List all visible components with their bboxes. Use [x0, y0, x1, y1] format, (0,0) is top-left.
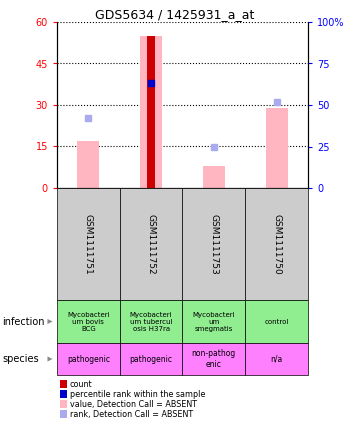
- Text: GSM1111750: GSM1111750: [272, 214, 281, 275]
- Text: value, Detection Call = ABSENT: value, Detection Call = ABSENT: [70, 399, 197, 409]
- Text: rank, Detection Call = ABSENT: rank, Detection Call = ABSENT: [70, 409, 193, 418]
- Bar: [77, 141, 99, 188]
- Text: count: count: [70, 379, 93, 388]
- Text: control: control: [265, 319, 289, 324]
- Text: GDS5634 / 1425931_a_at: GDS5634 / 1425931_a_at: [95, 8, 255, 21]
- Text: GSM1111752: GSM1111752: [147, 214, 156, 274]
- Text: non-pathog
enic: non-pathog enic: [192, 349, 236, 369]
- Bar: [266, 108, 288, 188]
- Text: pathogenic: pathogenic: [130, 354, 173, 363]
- Bar: [140, 36, 162, 188]
- Text: Mycobacteri
um bovis
BCG: Mycobacteri um bovis BCG: [67, 311, 110, 332]
- Text: infection: infection: [2, 316, 44, 327]
- Text: GSM1111753: GSM1111753: [209, 214, 218, 275]
- Text: species: species: [2, 354, 38, 364]
- Bar: [147, 36, 155, 188]
- Text: Mycobacteri
um tubercul
osis H37ra: Mycobacteri um tubercul osis H37ra: [130, 311, 173, 332]
- Bar: [203, 166, 225, 188]
- Text: Mycobacteri
um
smegmatis: Mycobacteri um smegmatis: [193, 311, 235, 332]
- Text: n/a: n/a: [271, 354, 283, 363]
- Text: pathogenic: pathogenic: [67, 354, 110, 363]
- Text: GSM1111751: GSM1111751: [84, 214, 93, 275]
- Text: percentile rank within the sample: percentile rank within the sample: [70, 390, 205, 398]
